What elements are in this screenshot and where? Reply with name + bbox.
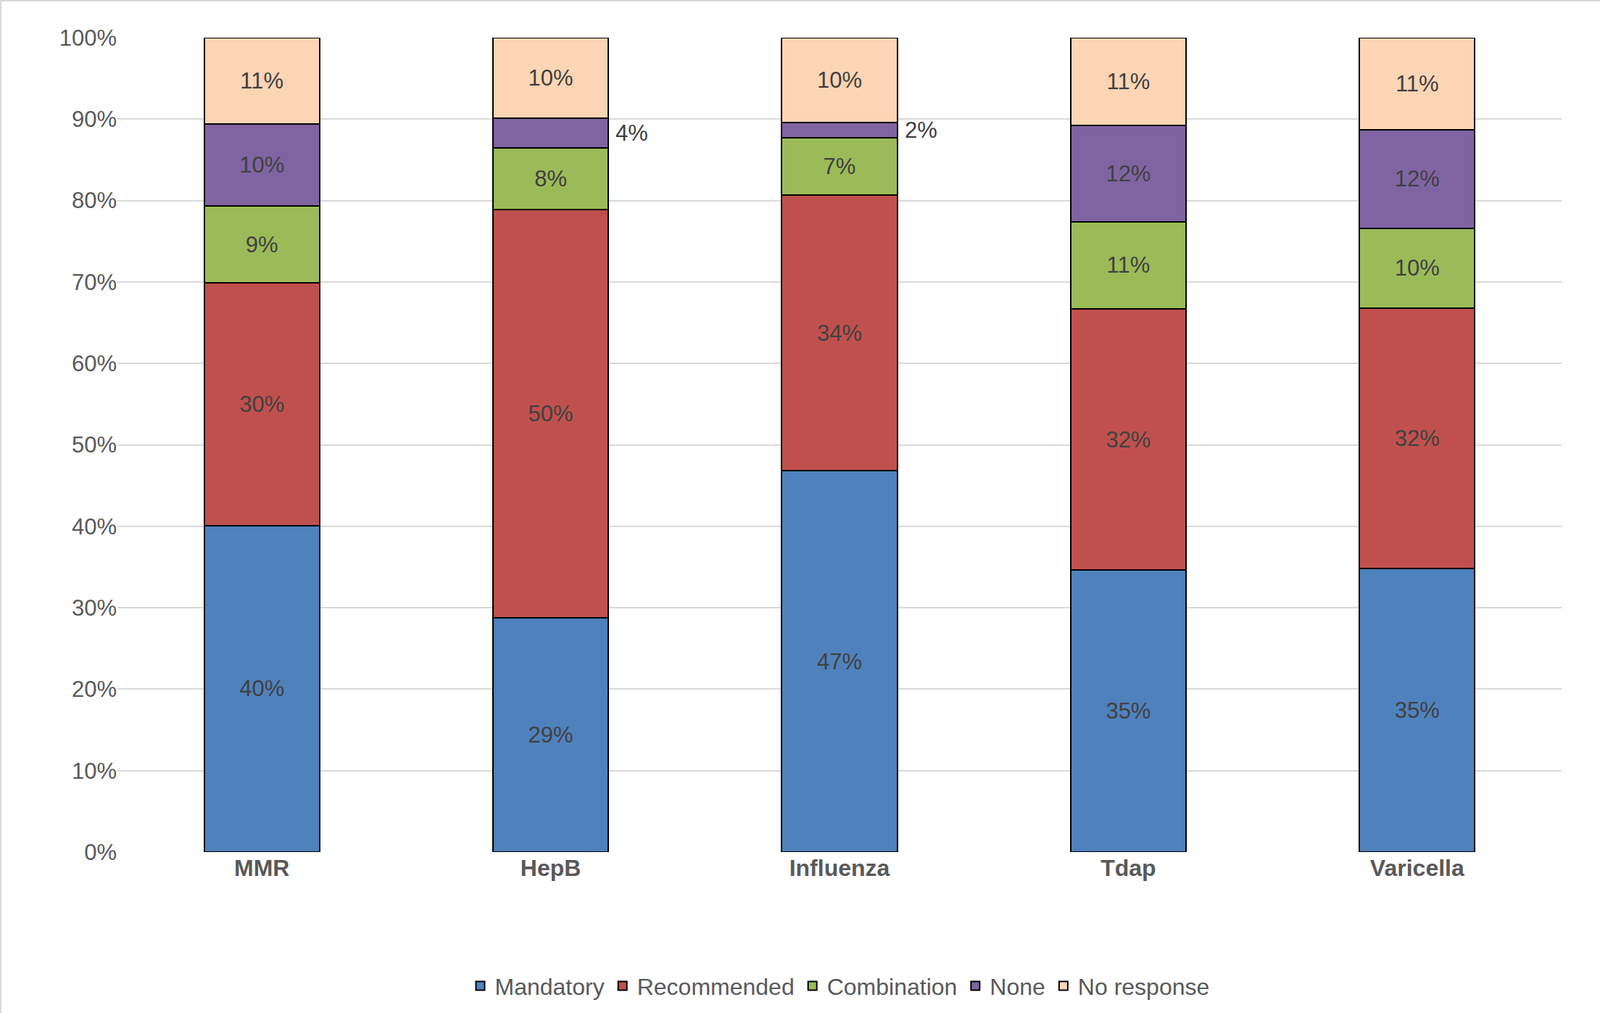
svg-text:0%: 0% — [84, 839, 117, 865]
svg-text:10%: 10% — [239, 152, 285, 178]
svg-text:2%: 2% — [904, 117, 938, 143]
svg-text:35%: 35% — [1394, 697, 1440, 723]
svg-text:Recommended: Recommended — [637, 973, 795, 1000]
svg-text:Mandatory: Mandatory — [495, 973, 605, 1000]
svg-text:80%: 80% — [71, 187, 117, 214]
svg-text:Tdap: Tdap — [1100, 854, 1156, 881]
svg-text:4%: 4% — [615, 120, 649, 146]
svg-text:HepB: HepB — [520, 854, 582, 881]
svg-text:90%: 90% — [71, 106, 117, 132]
svg-text:10%: 10% — [1394, 255, 1440, 281]
svg-text:Influenza: Influenza — [789, 854, 891, 881]
svg-text:20%: 20% — [71, 676, 117, 702]
svg-text:32%: 32% — [1394, 425, 1440, 451]
svg-text:50%: 50% — [528, 400, 574, 427]
svg-text:29%: 29% — [528, 722, 574, 748]
svg-text:11%: 11% — [1107, 68, 1151, 95]
svg-text:35%: 35% — [1105, 698, 1151, 724]
svg-text:11%: 11% — [239, 68, 284, 94]
svg-text:MMR: MMR — [234, 854, 290, 881]
svg-text:None: None — [989, 973, 1046, 1000]
svg-text:50%: 50% — [71, 432, 117, 458]
svg-text:30%: 30% — [71, 595, 117, 621]
svg-text:11%: 11% — [1395, 71, 1440, 97]
svg-text:10%: 10% — [528, 65, 574, 91]
svg-text:11%: 11% — [1107, 252, 1151, 278]
svg-text:12%: 12% — [1394, 166, 1440, 192]
svg-text:100%: 100% — [59, 25, 117, 51]
svg-text:7%: 7% — [823, 153, 857, 180]
svg-text:47%: 47% — [817, 648, 862, 675]
svg-text:10%: 10% — [71, 758, 117, 784]
svg-text:34%: 34% — [817, 320, 862, 346]
svg-text:Combination: Combination — [827, 973, 958, 1000]
svg-text:40%: 40% — [239, 675, 285, 702]
svg-text:No response: No response — [1078, 973, 1210, 1000]
svg-text:32%: 32% — [1105, 427, 1151, 453]
svg-text:Varicella: Varicella — [1370, 854, 1465, 881]
svg-text:70%: 70% — [71, 269, 117, 296]
svg-text:10%: 10% — [817, 67, 862, 93]
svg-text:40%: 40% — [71, 514, 117, 540]
svg-text:30%: 30% — [239, 391, 285, 417]
svg-text:9%: 9% — [245, 231, 279, 258]
svg-text:12%: 12% — [1105, 160, 1151, 187]
svg-text:8%: 8% — [534, 166, 567, 192]
svg-text:60%: 60% — [71, 350, 117, 377]
